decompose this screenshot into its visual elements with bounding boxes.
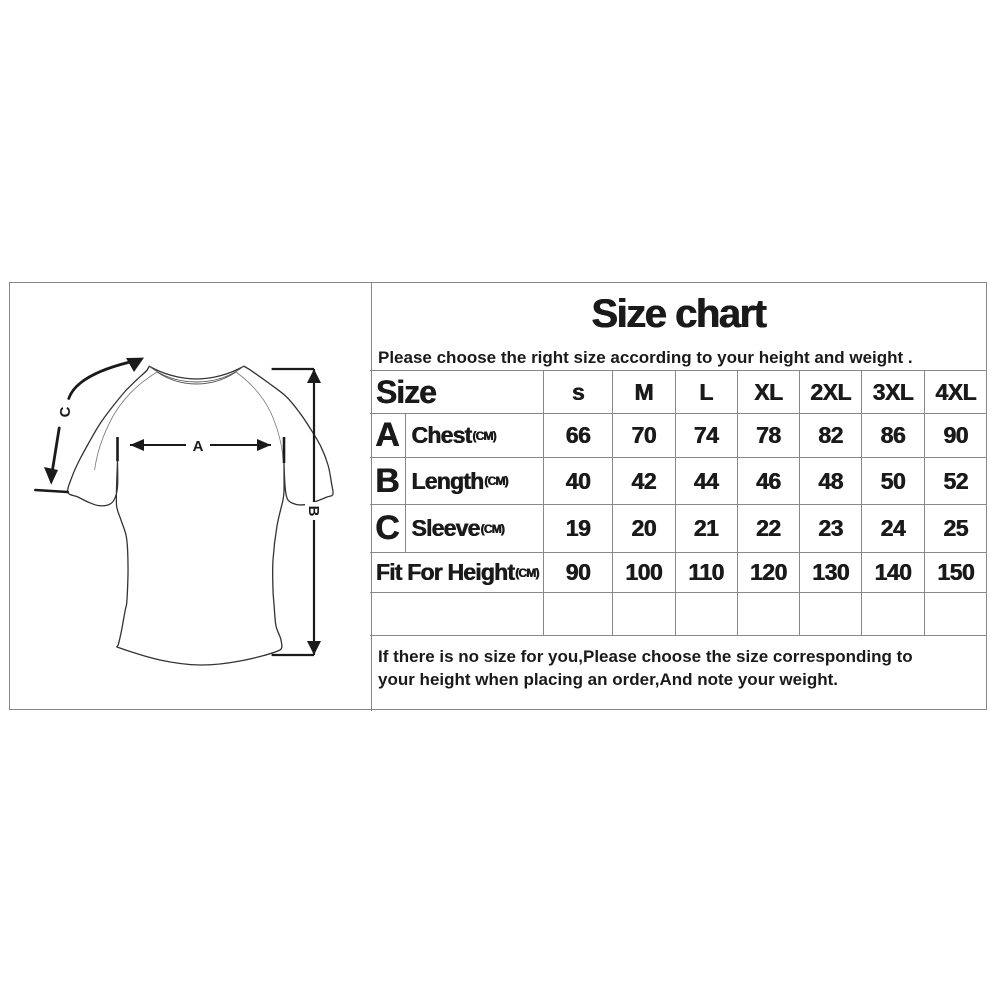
svg-text:A: A [193,438,204,455]
svg-text:B: B [305,506,322,517]
svg-text:C: C [57,406,74,417]
